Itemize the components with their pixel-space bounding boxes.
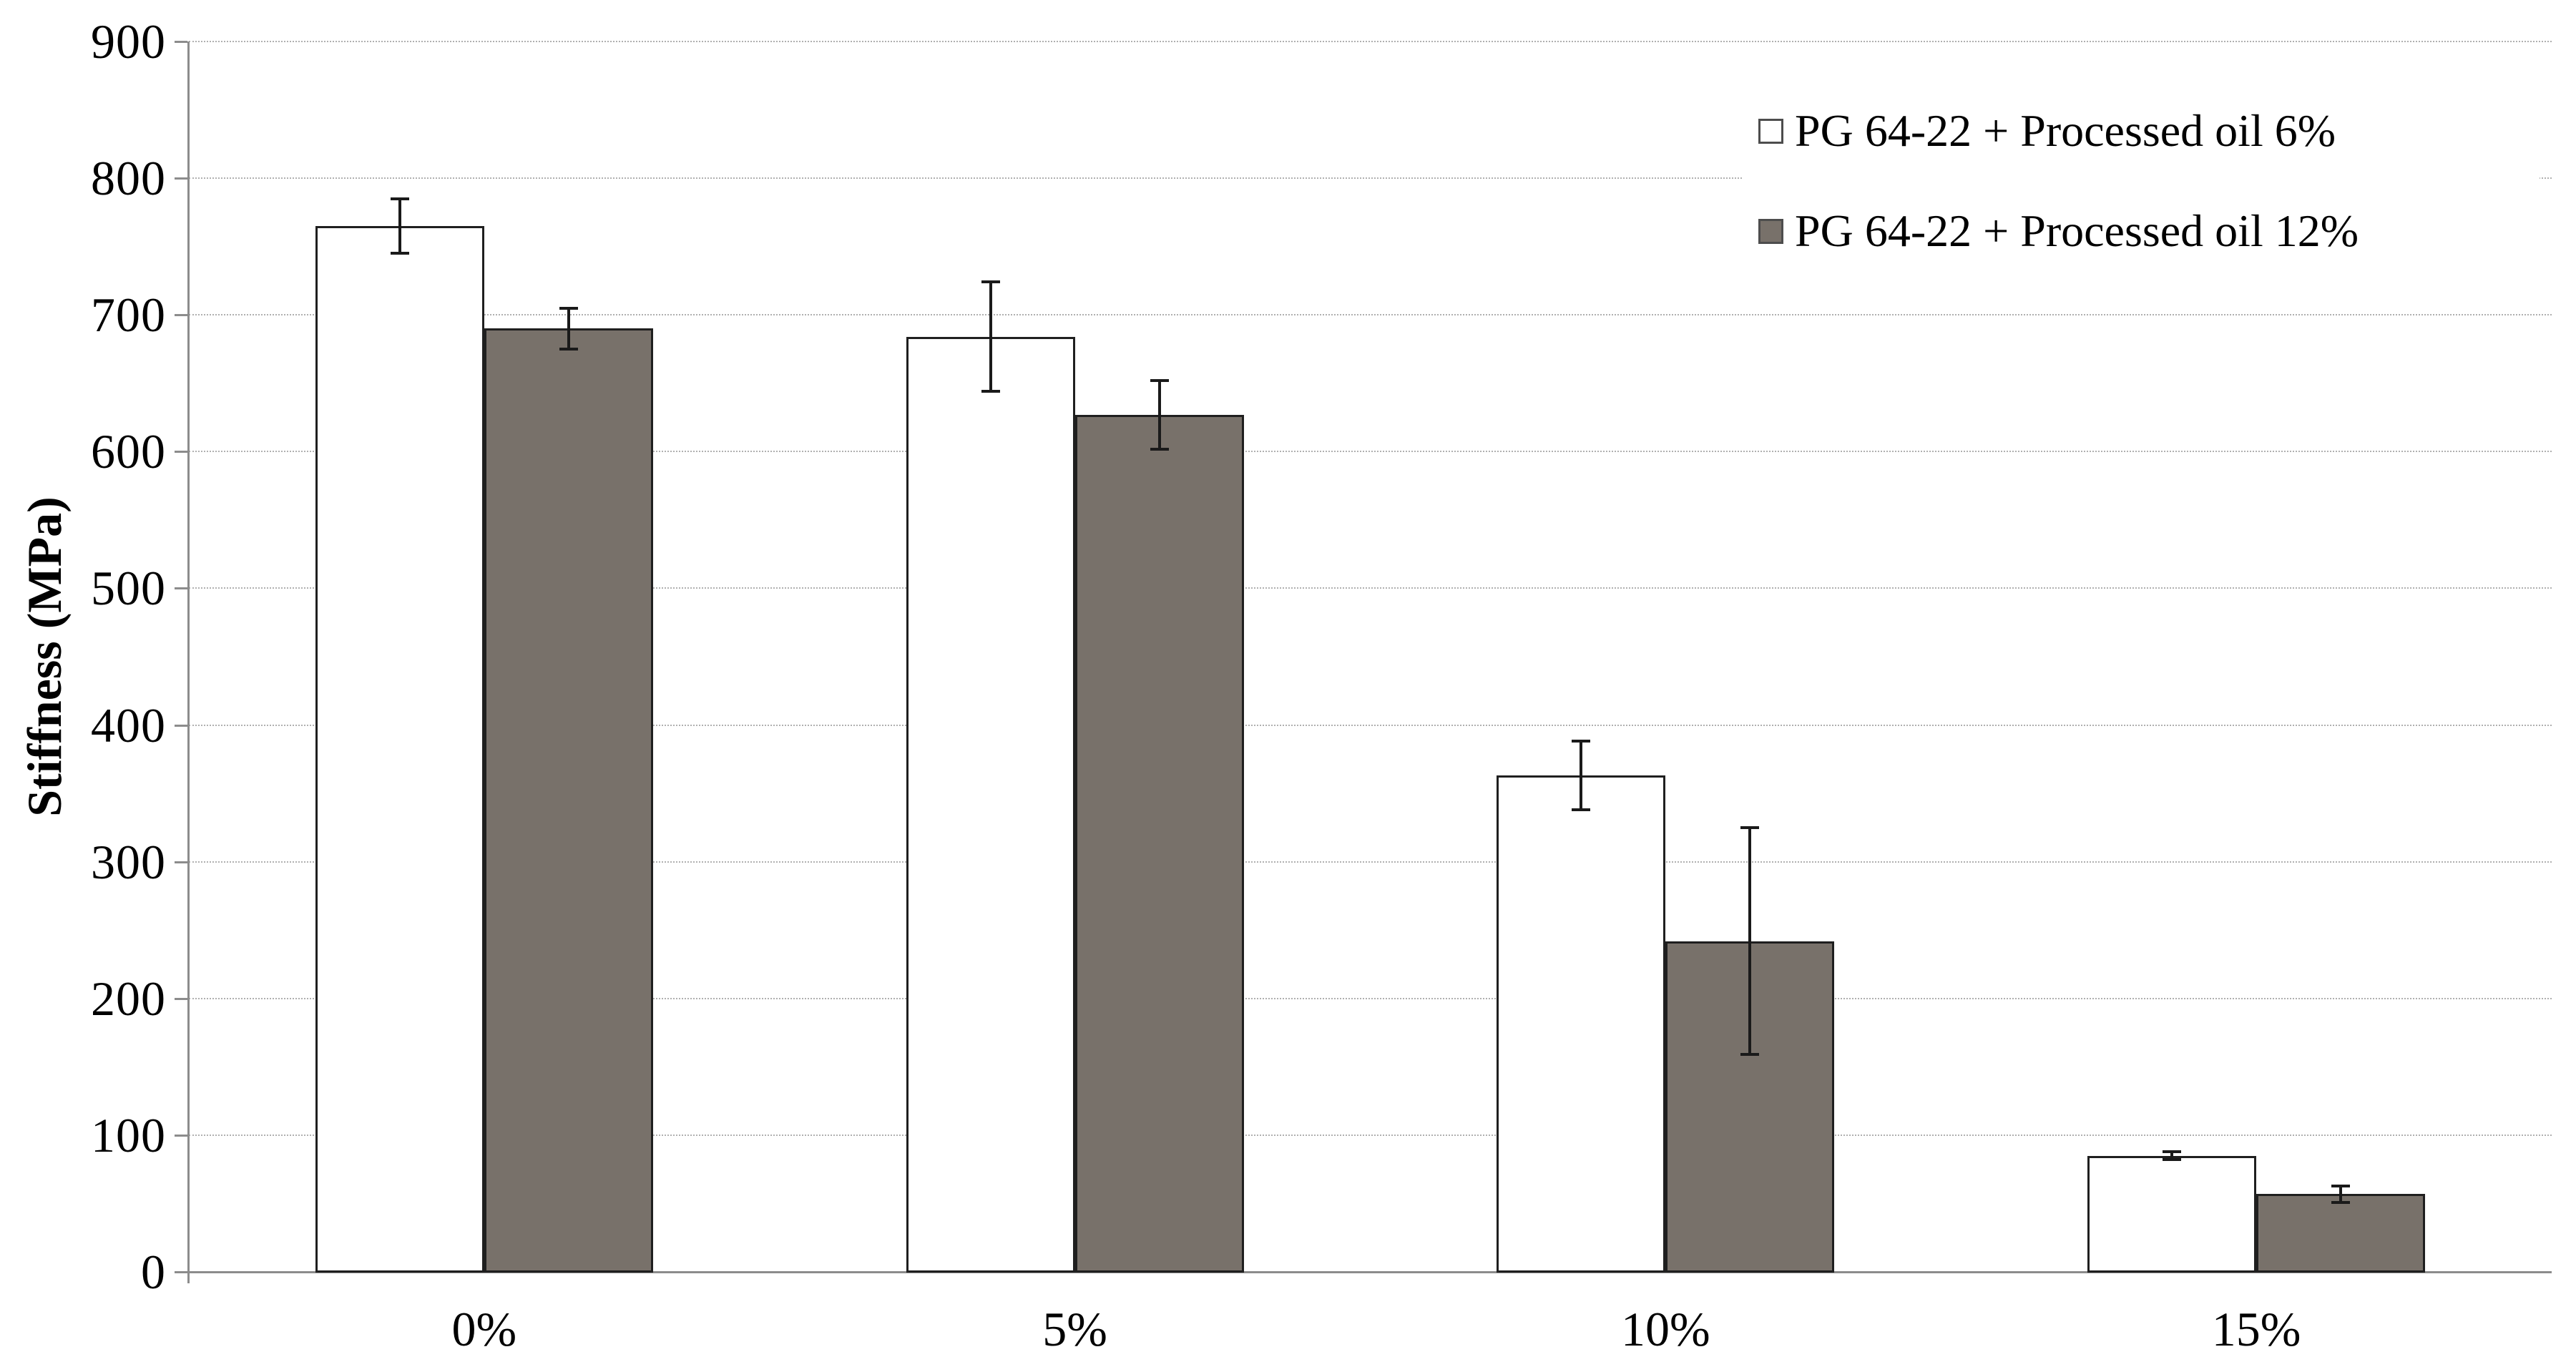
error-bar-series1-cat-10% <box>1748 827 1752 1055</box>
legend-swatch-oil-6pct <box>1758 118 1783 144</box>
gridline-600 <box>189 451 2552 453</box>
legend: PG 64-22 + Processed oil 6% PG 64-22 + P… <box>1742 72 2540 283</box>
bar-series0-cat-15% <box>2087 1155 2257 1273</box>
gridline-300 <box>189 861 2552 863</box>
error-bar-series0-cat-5% <box>989 282 992 392</box>
y-tick-label-100: 100 <box>91 1107 166 1162</box>
error-bar-series1-cat-0% <box>567 308 570 349</box>
legend-label-oil-6pct: PG 64-22 + Processed oil 6% <box>1795 105 2336 156</box>
y-tick-label-200: 200 <box>91 971 166 1026</box>
error-bar-series0-cat-0% <box>398 198 401 254</box>
bar-series1-cat-5% <box>1074 414 1244 1273</box>
error-cap-top-series1-cat-10% <box>1740 825 1760 829</box>
y-tick-700 <box>175 314 187 317</box>
gridline-400 <box>189 724 2552 726</box>
error-bar-series1-cat-15% <box>2339 1185 2343 1202</box>
y-tick-100 <box>175 1134 187 1137</box>
error-cap-bottom-series1-cat-0% <box>559 348 578 351</box>
y-tick-label-600: 600 <box>91 424 166 479</box>
legend-label-oil-12pct: PG 64-22 + Processed oil 12% <box>1795 205 2359 256</box>
error-cap-bottom-series1-cat-15% <box>2331 1200 2351 1204</box>
x-category-label-10%: 10% <box>1621 1302 1710 1356</box>
legend-item-oil-12pct: PG 64-22 + Processed oil 12% <box>1742 199 2540 263</box>
error-cap-top-series0-cat-5% <box>981 280 1000 284</box>
gridline-900 <box>189 41 2552 42</box>
y-tick-label-700: 700 <box>91 288 166 343</box>
y-tick-label-0: 0 <box>141 1245 166 1299</box>
bar-series0-cat-10% <box>1497 775 1666 1273</box>
error-cap-top-series1-cat-15% <box>2331 1184 2351 1187</box>
y-tick-label-300: 300 <box>91 834 166 889</box>
gridline-200 <box>189 997 2552 999</box>
x-category-label-15%: 15% <box>2211 1302 2301 1356</box>
y-tick-label-400: 400 <box>91 697 166 753</box>
y-tick-300 <box>175 861 187 863</box>
y-tick-200 <box>175 997 187 1000</box>
x-axis-line <box>189 1271 2552 1273</box>
error-cap-bottom-series1-cat-10% <box>1740 1053 1760 1057</box>
y-tick-800 <box>175 177 187 180</box>
error-cap-top-series0-cat-15% <box>2163 1150 2182 1153</box>
gridline-700 <box>189 314 2552 316</box>
error-cap-bottom-series0-cat-0% <box>390 252 409 255</box>
y-tick-600 <box>175 451 187 454</box>
error-bar-series1-cat-5% <box>1157 380 1161 449</box>
bar-series0-cat-5% <box>906 336 1075 1273</box>
error-cap-bottom-series0-cat-5% <box>981 390 1000 393</box>
error-cap-bottom-series0-cat-15% <box>2163 1158 2182 1162</box>
error-cap-bottom-series1-cat-5% <box>1150 447 1169 451</box>
x-category-label-0%: 0% <box>451 1302 517 1356</box>
error-cap-top-series1-cat-5% <box>1150 378 1169 382</box>
legend-item-oil-6pct: PG 64-22 + Processed oil 6% <box>1742 99 2540 163</box>
y-tick-label-500: 500 <box>91 561 166 616</box>
y-tick-label-900: 900 <box>91 14 166 69</box>
y-tick-0 <box>175 1271 187 1273</box>
error-bar-series0-cat-10% <box>1580 741 1583 810</box>
legend-swatch-oil-12pct <box>1758 218 1783 244</box>
gridline-500 <box>189 587 2552 589</box>
x-category-label-5%: 5% <box>1042 1302 1107 1356</box>
y-tick-900 <box>175 41 187 43</box>
bar-series1-cat-15% <box>2256 1194 2426 1273</box>
bar-series0-cat-0% <box>315 226 484 1273</box>
y-tick-400 <box>175 724 187 727</box>
y-axis-title: Stiffness (MPa) <box>17 496 72 817</box>
y-tick-500 <box>175 587 187 590</box>
bar-series1-cat-0% <box>484 328 653 1273</box>
y-axis-line <box>187 41 190 1283</box>
error-cap-top-series0-cat-0% <box>390 197 409 200</box>
bar-series1-cat-10% <box>1665 941 1835 1273</box>
gridline-100 <box>189 1134 2552 1136</box>
gridline-800 <box>189 177 2552 180</box>
error-cap-top-series1-cat-0% <box>559 306 578 310</box>
error-cap-bottom-series0-cat-10% <box>1572 808 1591 812</box>
error-cap-top-series0-cat-10% <box>1572 740 1591 743</box>
error-bar-series0-cat-15% <box>2170 1151 2174 1160</box>
y-tick-label-800: 800 <box>91 151 166 206</box>
